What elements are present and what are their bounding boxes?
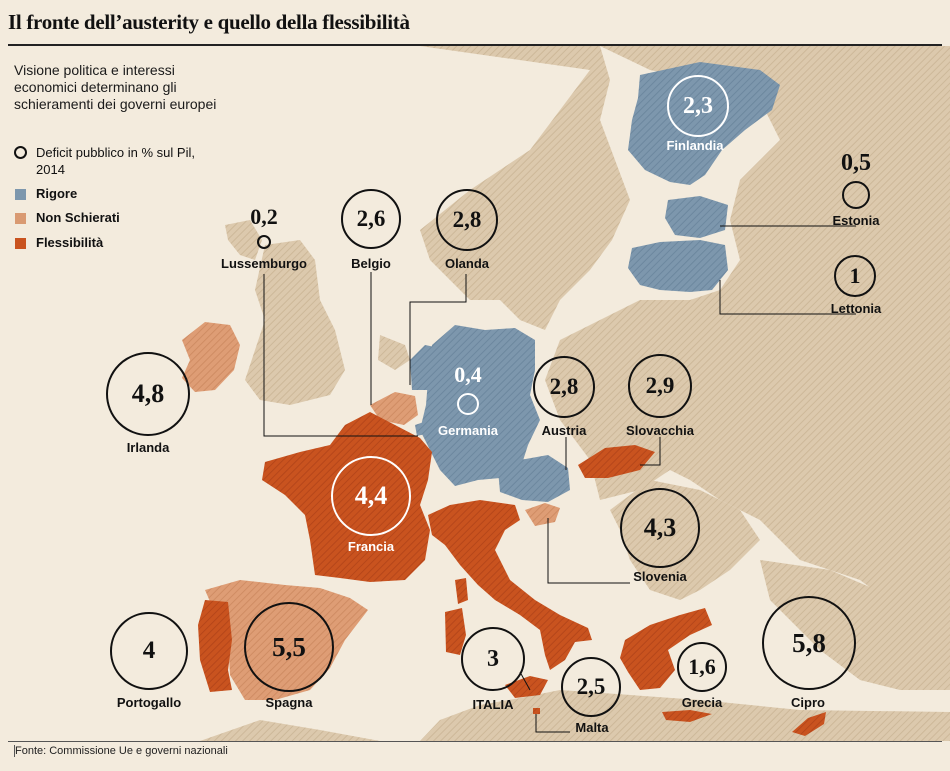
leader-slovenia: [547, 518, 630, 584]
germania-bubble: [457, 393, 479, 415]
portogallo-label: Portogallo: [116, 695, 182, 710]
spagna-label: Spagna: [265, 695, 313, 710]
finlandia-label: Finlandia: [666, 138, 724, 153]
slovenia-bubble: 4,3: [620, 488, 700, 568]
malta-shape: [533, 708, 540, 714]
germania-label: Germania: [438, 423, 498, 438]
lussemburgo-label: Lussemburgo: [221, 256, 307, 271]
austria-bubble: 2,8: [533, 356, 595, 418]
latvia-shape: [628, 240, 728, 292]
cyprus-shape: [792, 712, 826, 736]
malta-bubble: 2,5: [561, 657, 621, 717]
corsica-shape: [455, 578, 468, 604]
cipro-bubble: 5,8: [762, 596, 856, 690]
greece-shape: [620, 608, 712, 690]
belgio-bubble: 2,6: [341, 189, 401, 249]
italy-shape: [428, 500, 592, 670]
grecia-bubble: 1,6: [677, 642, 727, 692]
slovacchia-bubble: 2,9: [628, 354, 692, 418]
italia-label: ITALIA: [472, 697, 514, 712]
malta-label: Malta: [575, 720, 609, 735]
legend-rigore-label: Rigore: [36, 186, 78, 201]
flessibilita-swatch: [15, 238, 26, 249]
olanda-bubble: 2,8: [436, 189, 498, 251]
irlanda-label: Irlanda: [126, 440, 170, 455]
chart-title: Il fronte dell’austerity e quello della …: [8, 10, 410, 34]
belgium-shape: [370, 392, 418, 425]
legend-flessibilita-label: Flessibilità: [36, 235, 104, 250]
lettonia-bubble: 1: [834, 255, 876, 297]
legend-deficit-label: Deficit pubblico in % sul Pil, 2014: [36, 145, 195, 177]
leader-lines: [263, 225, 856, 733]
grecia-label: Grecia: [681, 695, 723, 710]
subtitle: Visione politica e interessi economici d…: [14, 62, 217, 112]
cipro-label: Cipro: [791, 695, 825, 710]
lussemburgo-bubble: [257, 235, 271, 249]
italia-bubble: 3: [461, 627, 525, 691]
estonia-label: Estonia: [832, 213, 880, 228]
estonia-bubble: [842, 181, 870, 209]
slovenia-label: Slovenia: [633, 569, 687, 584]
source-note: Fonte: Commissione Ue e governi nazional…: [14, 745, 228, 757]
austria-label: Austria: [541, 423, 587, 438]
non-schierati-swatch: [15, 213, 26, 224]
estonia-value: 0,5: [841, 150, 871, 176]
sardinia-shape: [445, 608, 466, 655]
source-divider: [8, 741, 942, 742]
leader-italia: [519, 671, 531, 691]
francia-label: Francia: [347, 539, 395, 554]
legend-non-schierati-label: Non Schierati: [36, 210, 120, 225]
olanda-label: Olanda: [444, 256, 490, 271]
belgio-label: Belgio: [351, 256, 391, 271]
francia-bubble: 4,4: [331, 456, 411, 536]
circle-icon: [14, 146, 27, 159]
leader-lussemburgo: [263, 274, 418, 437]
slovenia-shape: [525, 503, 560, 526]
austria-shape: [498, 455, 570, 502]
finlandia-bubble: 2,3: [667, 75, 729, 137]
leader-olanda: [409, 274, 467, 385]
lettonia-label: Lettonia: [830, 301, 882, 316]
ireland-shape: [182, 322, 240, 392]
irlanda-bubble: 4,8: [106, 352, 190, 436]
germany-shape: [420, 325, 540, 486]
portogallo-bubble: 4: [110, 612, 188, 690]
leader-slovacchia: [640, 437, 661, 466]
leader-lettonia: [719, 280, 856, 315]
spagna-bubble: 5,5: [244, 602, 334, 692]
title-divider: [8, 44, 942, 46]
germania-value: 0,4: [454, 362, 482, 387]
slovacchia-label: Slovacchia: [626, 423, 694, 438]
crete-shape: [662, 710, 712, 722]
lussemburgo-value: 0,2: [250, 204, 278, 229]
slovakia-shape: [578, 445, 655, 478]
estonia-shape: [665, 196, 728, 238]
portugal-shape: [198, 600, 232, 692]
rigore-swatch: [15, 189, 26, 200]
leader-malta: [535, 714, 570, 733]
